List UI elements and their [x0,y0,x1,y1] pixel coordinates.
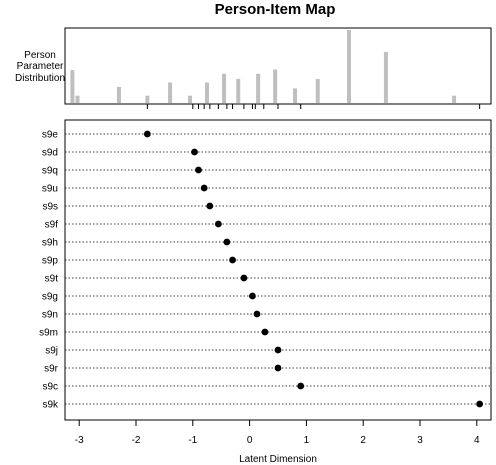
person-distribution-bar [273,69,278,103]
item-point [214,220,222,228]
item-label: s9m [39,328,58,339]
item-label: s9r [44,364,59,375]
item-label: s9f [45,220,59,231]
item-label: s9p [42,256,59,267]
person-distribution-bars [70,30,457,103]
item-label: s9k [42,400,59,411]
x-tick-label: -2 [132,435,141,446]
item-label: s9d [42,148,58,159]
item-point [143,130,151,138]
item-rows: s9e s9d s9q s9u s9s s9f s9h s9p s9t s9g s9n s9m s9j s… [39,130,491,411]
item-label: s9q [42,166,58,177]
item-label: s9u [42,184,58,195]
item-label: s9s [42,202,58,213]
item-point [261,328,269,336]
item-label: s9g [42,292,58,303]
person-distribution-bar [236,78,241,103]
x-tick-label: -3 [75,435,84,446]
item-label: s9c [42,382,58,393]
person-distribution-bar [315,78,320,103]
person-distribution-bar [116,86,121,103]
person-distribution-bar [205,82,209,103]
top-label-line-1: Person [24,50,56,61]
x-tick-label: 1 [304,435,310,446]
person-distribution-bar [452,95,457,103]
item-point [223,238,231,246]
item-point [297,382,305,390]
person-distribution-bar [75,95,80,103]
person-distribution-bar [168,82,173,103]
person-distribution-bar [256,73,261,103]
x-tick-label: 0 [247,435,253,446]
item-location-ticks [146,104,481,109]
chart-title: Person-Item Map [215,1,336,18]
x-tick-label: 2 [360,435,366,446]
item-point [274,364,282,372]
item-label: s9j [45,346,58,357]
item-point [191,148,198,156]
item-label: s9t [45,274,59,285]
bottom-panel-frame [64,119,492,421]
item-label: s9n [42,310,58,321]
item-label: s9e [42,130,59,141]
item-point [253,310,261,318]
person-distribution-bar [70,70,75,103]
x-tick-label: 4 [474,435,480,446]
person-distribution-bar [347,30,351,103]
item-point [200,184,208,192]
x-axis: -3 -2 -1 0 1 2 3 4 [75,420,480,446]
item-point [249,292,256,300]
x-axis-label: Latent Dimension [239,454,317,465]
item-point [476,400,484,408]
item-point [274,346,282,354]
person-distribution-bar [383,51,388,103]
item-point [229,256,236,264]
person-distribution-bar [145,95,150,103]
top-label-line-3: Distribution [15,73,65,84]
top-panel-frame [64,27,492,105]
item-point [195,166,202,174]
x-tick-label: -1 [188,435,197,446]
x-tick-label: 3 [417,435,423,446]
item-point [206,202,214,210]
top-label-line-2: Parameter [17,61,64,72]
item-point [240,274,248,282]
person-distribution-bar [187,95,192,103]
person-parameter-distribution-label: Person Parameter Distribution [15,50,65,84]
item-label: s9h [42,238,58,249]
person-distribution-bar [222,73,227,103]
person-distribution-bar [293,88,298,103]
